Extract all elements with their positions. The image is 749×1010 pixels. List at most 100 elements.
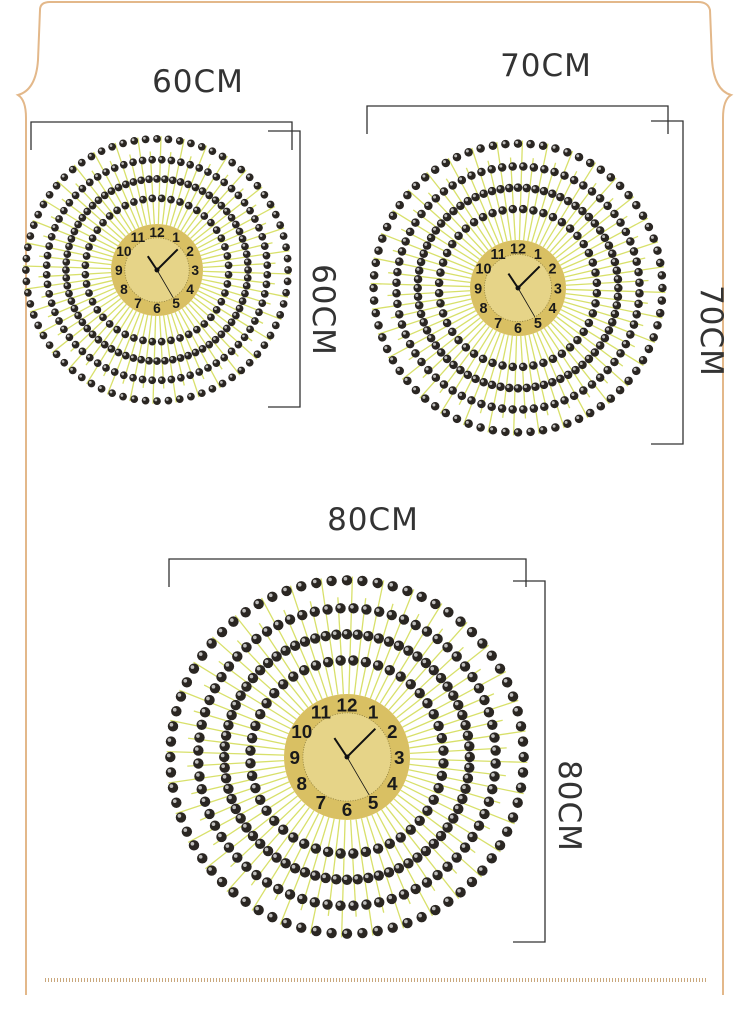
- crystal: [129, 178, 138, 186]
- crystal: [121, 351, 130, 360]
- ray: [218, 660, 297, 720]
- crystal-highlight: [40, 333, 44, 336]
- crystal-highlight: [615, 293, 619, 297]
- crystal-highlight: [131, 335, 135, 339]
- crystal: [81, 261, 90, 270]
- crystal: [130, 198, 138, 206]
- crystal: [473, 820, 485, 831]
- crystal-highlight: [449, 387, 453, 391]
- crystal-highlight: [454, 416, 458, 420]
- crystal-highlight: [324, 848, 329, 853]
- crystal-highlight: [225, 785, 229, 790]
- crystal-highlight: [625, 192, 629, 196]
- crystal: [232, 651, 243, 662]
- crystal-highlight: [291, 864, 296, 869]
- crystal: [649, 234, 658, 243]
- crystal-highlight: [279, 680, 284, 685]
- crystal: [615, 385, 625, 395]
- crystal: [235, 690, 246, 701]
- crystal-highlight: [237, 814, 241, 819]
- crystal: [428, 794, 439, 805]
- crystal-highlight: [262, 243, 265, 247]
- crystal: [426, 333, 436, 343]
- crystal: [51, 223, 59, 232]
- crystal-highlight: [466, 753, 471, 758]
- crystal-highlight: [312, 579, 317, 584]
- crystal-highlight: [90, 235, 93, 239]
- crystal: [369, 271, 379, 280]
- crystal: [548, 212, 558, 222]
- crystal: [199, 707, 211, 718]
- crystal-highlight: [205, 365, 209, 369]
- crystal-highlight: [557, 194, 561, 198]
- crystal: [216, 831, 227, 843]
- clock-numeral: 4: [387, 774, 398, 795]
- crystal: [436, 732, 448, 744]
- ray: [327, 819, 341, 916]
- crystal-highlight: [611, 211, 615, 215]
- crystal-highlight: [614, 267, 618, 271]
- ray: [536, 331, 571, 409]
- clock-numeral: 1: [368, 703, 379, 724]
- crystal-highlight: [187, 372, 191, 376]
- crystal: [596, 402, 606, 411]
- crystal-highlight: [438, 349, 442, 353]
- crystal-highlight: [282, 859, 286, 864]
- crystal: [422, 805, 433, 816]
- crystal: [421, 626, 433, 637]
- crystal: [261, 805, 272, 816]
- crystal: [335, 848, 346, 859]
- crystal: [457, 709, 468, 721]
- crystal: [550, 167, 559, 177]
- crystal: [322, 604, 333, 615]
- crystal: [107, 345, 116, 353]
- crystal-highlight: [273, 653, 277, 657]
- crystal: [420, 845, 432, 857]
- crystal-highlight: [27, 301, 31, 305]
- crystal-highlight: [256, 840, 261, 845]
- clock-medium-height-label: 70CM: [693, 285, 729, 377]
- crystal: [515, 782, 527, 793]
- crystal-highlight: [44, 262, 47, 266]
- crystal: [212, 359, 221, 367]
- crystal: [243, 258, 252, 266]
- crystal-highlight: [580, 182, 584, 186]
- crystal-highlight: [277, 312, 281, 316]
- crystal-highlight: [654, 322, 658, 326]
- crystal-highlight: [256, 796, 261, 801]
- crystal: [615, 181, 625, 191]
- crystal-highlight: [186, 203, 189, 206]
- crystal: [563, 419, 572, 428]
- crystal-highlight: [107, 213, 110, 217]
- crystal-highlight: [120, 394, 124, 397]
- crystal-highlight: [263, 807, 267, 811]
- crystal-highlight: [248, 734, 253, 739]
- crystal-highlight: [491, 773, 495, 777]
- crystal-highlight: [659, 285, 663, 289]
- crystal: [216, 671, 227, 683]
- crystal-highlight: [379, 334, 383, 338]
- crystal-highlight: [143, 136, 146, 140]
- crystal: [487, 380, 497, 390]
- crystal: [548, 354, 558, 364]
- crystal: [579, 327, 588, 337]
- crystal-highlight: [617, 387, 621, 391]
- crystal-highlight: [444, 214, 448, 218]
- crystal: [469, 349, 479, 358]
- crystal: [363, 630, 374, 642]
- crystal: [113, 325, 121, 334]
- crystal: [119, 160, 128, 169]
- crystal: [383, 636, 395, 647]
- crystal-highlight: [213, 337, 216, 340]
- clock-numeral: 5: [172, 296, 180, 311]
- crystal-highlight: [208, 314, 212, 318]
- crystal-highlight: [75, 313, 79, 316]
- crystal-highlight: [261, 192, 265, 195]
- crystal-highlight: [418, 359, 422, 363]
- crystal-highlight: [503, 828, 508, 832]
- crystal: [237, 366, 246, 375]
- crystal-highlight: [52, 309, 56, 313]
- crystal-highlight: [520, 364, 524, 368]
- crystal-highlight: [200, 188, 203, 192]
- crystal: [245, 358, 254, 367]
